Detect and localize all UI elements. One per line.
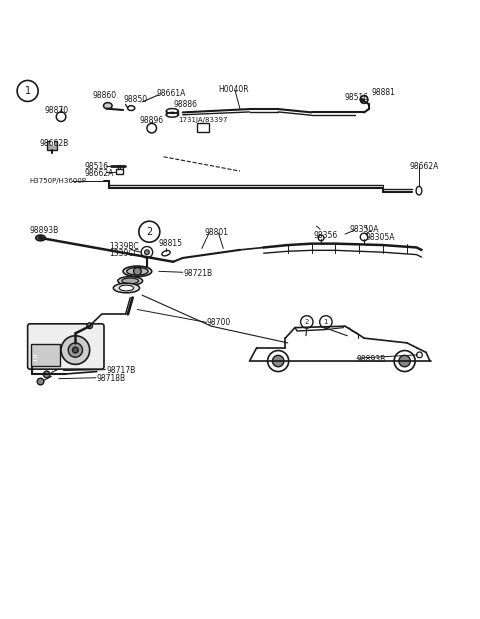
- Text: 1339BC: 1339BC: [109, 242, 138, 251]
- Ellipse shape: [127, 267, 148, 275]
- Circle shape: [133, 267, 141, 275]
- Circle shape: [43, 371, 50, 378]
- Text: 98815: 98815: [159, 239, 183, 248]
- Text: 98717B: 98717B: [107, 366, 136, 375]
- Circle shape: [273, 355, 284, 367]
- Text: 2: 2: [146, 227, 153, 236]
- Text: 98870: 98870: [44, 105, 69, 115]
- Text: 98893B: 98893B: [29, 227, 58, 235]
- Circle shape: [72, 347, 78, 353]
- Ellipse shape: [113, 284, 140, 293]
- Text: 98896: 98896: [140, 116, 164, 126]
- Bar: [31, 344, 60, 366]
- Text: 98662A: 98662A: [85, 169, 114, 178]
- Text: 98721B: 98721B: [184, 269, 213, 278]
- Text: 98516: 98516: [85, 162, 109, 171]
- Text: 98850: 98850: [123, 95, 147, 104]
- Text: 98700: 98700: [206, 318, 231, 327]
- Ellipse shape: [119, 285, 133, 291]
- Text: 98718B: 98718B: [97, 374, 126, 383]
- Text: 2: 2: [305, 319, 309, 325]
- Text: H0040R: H0040R: [218, 85, 249, 95]
- Ellipse shape: [38, 236, 43, 240]
- Text: 98886: 98886: [173, 100, 197, 109]
- Circle shape: [68, 343, 83, 357]
- Bar: [197, 123, 209, 132]
- Circle shape: [61, 335, 90, 365]
- Text: H3750P/H3600P: H3750P/H3600P: [29, 178, 86, 184]
- Text: 98662A: 98662A: [409, 162, 439, 171]
- Bar: [116, 169, 122, 174]
- Circle shape: [144, 250, 149, 254]
- Ellipse shape: [122, 278, 139, 284]
- Circle shape: [87, 323, 93, 329]
- Circle shape: [362, 99, 364, 102]
- Ellipse shape: [123, 266, 152, 277]
- Text: 1: 1: [24, 86, 31, 96]
- Text: 98801: 98801: [204, 228, 228, 236]
- Text: 98661A: 98661A: [156, 89, 186, 98]
- Ellipse shape: [36, 235, 45, 241]
- FancyBboxPatch shape: [28, 324, 104, 369]
- Text: 98356: 98356: [314, 231, 338, 240]
- Text: 1731JA/83397: 1731JA/83397: [178, 117, 228, 123]
- Ellipse shape: [104, 103, 112, 109]
- Text: 98516: 98516: [345, 93, 369, 102]
- Ellipse shape: [118, 277, 143, 285]
- Text: 98881: 98881: [371, 88, 395, 97]
- Circle shape: [37, 378, 44, 385]
- Circle shape: [394, 350, 415, 371]
- Circle shape: [268, 350, 288, 371]
- Circle shape: [399, 355, 410, 367]
- Text: 98662B: 98662B: [39, 139, 69, 148]
- Text: 1339CC: 1339CC: [109, 249, 139, 258]
- Text: 98860: 98860: [92, 91, 116, 100]
- Text: 98350A: 98350A: [350, 225, 379, 234]
- Text: 98305A: 98305A: [365, 233, 395, 243]
- Text: 1: 1: [324, 319, 328, 325]
- Bar: [47, 141, 57, 150]
- Text: 98893B: 98893B: [357, 355, 386, 364]
